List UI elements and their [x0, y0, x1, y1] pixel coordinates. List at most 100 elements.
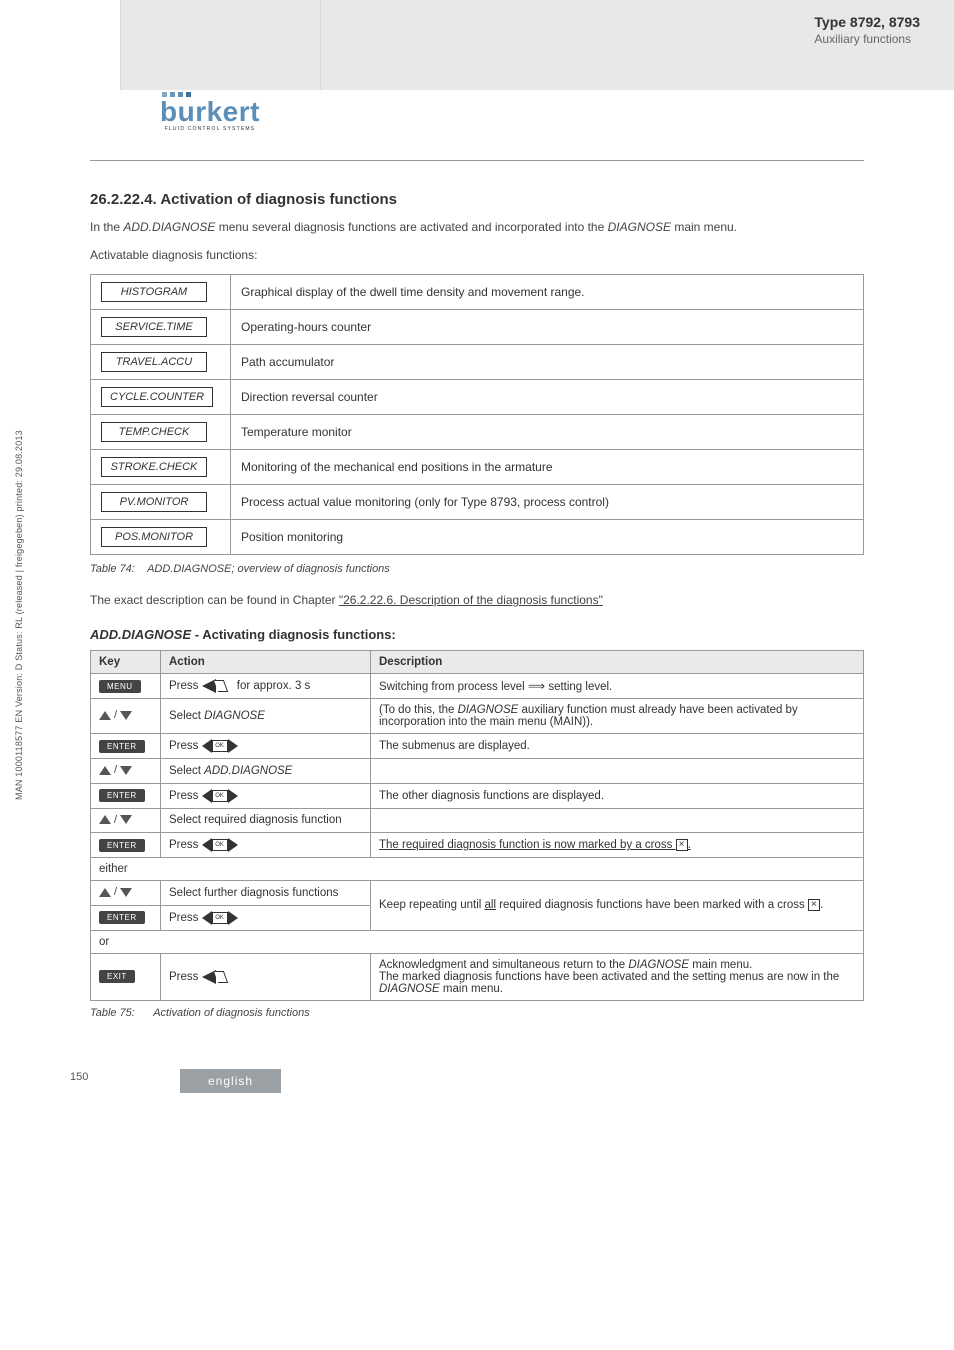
sel-1: Select — [169, 710, 204, 722]
subhead: ADD.DIAGNOSE - Activating diagnosis func… — [90, 627, 864, 642]
table75-caption: Table 75: Activation of diagnosis functi… — [90, 1007, 864, 1019]
function-row: TEMP.CHECK Temperature monitor — [91, 415, 864, 450]
activation-table: Key Action Description MENU Press for ap… — [90, 650, 864, 1001]
d8c: . — [820, 899, 823, 911]
row-select-diag: / Select DIAGNOSE (To do this, the DIAGN… — [91, 699, 864, 734]
ok-arrow-icon: OK — [202, 789, 238, 803]
enter-pill-3: ENTER — [99, 839, 145, 852]
d9a: Acknowledgment and simultaneous return t… — [379, 959, 628, 971]
logo: burkert FLUID CONTROL SYSTEMS — [160, 92, 260, 132]
subhead-italic: ADD.DIAGNOSE — [90, 627, 191, 642]
function-row: SERVICE.TIMEOperating-hours counter — [91, 310, 864, 345]
header-right: Type 8792, 8793 Auxiliary functions — [320, 0, 954, 90]
row-or: or — [91, 930, 864, 953]
sel-add: ADD.DIAGNOSE — [204, 765, 292, 777]
footer-language: english — [180, 1069, 281, 1093]
updown-icon: / — [99, 886, 132, 898]
d3: The submenus are displayed. — [371, 734, 864, 759]
header-left-blank — [0, 0, 120, 90]
row-exit: EXIT Press Acknowledgment and simultaneo… — [91, 953, 864, 1000]
d9e: DIAGNOSE — [379, 983, 440, 995]
h-desc: Description — [371, 651, 864, 674]
t74-text: ADD.DIAGNOSE; overview of diagnosis func… — [147, 563, 390, 575]
function-label: SERVICE.TIME — [101, 317, 207, 337]
function-label: PV.MONITOR — [101, 492, 207, 512]
enter-pill-2: ENTER — [99, 789, 145, 802]
functions-table: HISTOGRAM Graphical display of the dwell … — [90, 274, 864, 555]
exit-pill: EXIT — [99, 970, 135, 983]
press-3: Press — [169, 790, 202, 802]
type-title: Type 8792, 8793 — [814, 14, 920, 30]
intro-1e: main menu. — [671, 220, 737, 234]
section-title: 26.2.22.4. Activation of diagnosis funct… — [90, 191, 864, 208]
left-arrow-icon — [202, 970, 234, 984]
left-arrow-icon — [202, 679, 234, 693]
function-label: CYCLE.COUNTER — [101, 387, 213, 407]
side-vertical-text: MAN 1000118577 EN Version: D Status: RL … — [14, 430, 24, 800]
intro-2: Activatable diagnosis functions: — [90, 246, 864, 264]
row-further: / Select further diagnosis functions Kee… — [91, 881, 864, 906]
sel-diag: DIAGNOSE — [204, 710, 265, 722]
function-label: TEMP.CHECK — [101, 422, 207, 442]
checkbox-icon: × — [808, 899, 820, 911]
d1a: Switching from process level — [379, 681, 528, 693]
d9b: DIAGNOSE — [628, 959, 689, 971]
intro-1c: menu several diagnosis functions are act… — [215, 220, 607, 234]
row-select-add: / Select ADD.DIAGNOSE — [91, 759, 864, 784]
function-label: TRAVEL.ACCU — [101, 352, 207, 372]
press-2: Press — [169, 740, 202, 752]
function-row: POS.MONITORPosition monitoring — [91, 520, 864, 555]
subhead-rest: - Activating diagnosis functions: — [191, 627, 396, 642]
function-desc: Temperature monitor — [231, 415, 864, 450]
d8u: all — [485, 899, 497, 911]
function-desc: Direction reversal counter — [231, 380, 864, 415]
act-header-row: Key Action Description — [91, 651, 864, 674]
or: or — [91, 930, 864, 953]
intro-1b: ADD.DIAGNOSE — [123, 220, 215, 234]
press-5: Press — [169, 912, 202, 924]
row-enter-1: ENTER Press OK The submenus are displaye… — [91, 734, 864, 759]
row-req-func: / Select required diagnosis function — [91, 808, 864, 833]
type-block: Type 8792, 8793 Auxiliary functions — [814, 14, 920, 46]
updown-icon: / — [99, 814, 132, 826]
function-label: POS.MONITOR — [101, 527, 207, 547]
row-menu: MENU Press for approx. 3 s Switching fro… — [91, 674, 864, 699]
function-row: HISTOGRAM Graphical display of the dwell … — [91, 275, 864, 310]
intro-paragraph: In the ADD.DIAGNOSE menu several diagnos… — [90, 218, 864, 236]
function-desc: Monitoring of the mechanical end positio… — [231, 450, 864, 485]
function-row: TRAVEL.ACCUPath accumulator — [91, 345, 864, 380]
d2b: DIAGNOSE — [458, 704, 519, 716]
logo-subtext: FLUID CONTROL SYSTEMS — [160, 126, 260, 132]
row-either: either — [91, 858, 864, 881]
sel-2: Select — [169, 765, 204, 777]
function-row: STROKE.CHECK Monitoring of the mechanical… — [91, 450, 864, 485]
intro-1a: In the — [90, 220, 123, 234]
ok-arrow-icon: OK — [202, 739, 238, 753]
press-1: Press — [169, 680, 202, 692]
function-label: HISTOGRAM — [101, 282, 207, 302]
t75-label: Table 75: — [90, 1007, 135, 1019]
t75-text: Activation of diagnosis functions — [153, 1007, 310, 1019]
press-6: Press — [169, 971, 202, 983]
function-desc: Graphical display of the dwell time dens… — [231, 275, 864, 310]
logo-area: burkert FLUID CONTROL SYSTEMS — [0, 90, 954, 150]
main-content: 26.2.22.4. Activation of diagnosis funct… — [0, 161, 954, 1029]
function-row: CYCLE.COUNTER Direction reversal counter — [91, 380, 864, 415]
header-row: Type 8792, 8793 Auxiliary functions — [0, 0, 954, 90]
d1b: setting level. — [545, 681, 612, 693]
exact-pre: The exact description can be found in Ch… — [90, 593, 339, 607]
ok-arrow-icon: OK — [202, 838, 238, 852]
h-key: Key — [91, 651, 161, 674]
enter-pill-4: ENTER — [99, 911, 145, 924]
ok-arrow-icon: OK — [202, 911, 238, 925]
updown-icon: / — [99, 709, 132, 721]
row-enter-2: ENTER Press OK The other diagnosis funct… — [91, 783, 864, 808]
approx: for approx. 3 s — [234, 680, 311, 692]
d8b: required diagnosis functions have been m… — [496, 899, 808, 911]
menu-pill: MENU — [99, 680, 141, 693]
page-number: 150 — [70, 1071, 88, 1083]
table74-caption: Table 74: ADD.DIAGNOSE; overview of diag… — [90, 563, 864, 575]
d9f: main menu. — [440, 983, 503, 995]
type-subtitle: Auxiliary functions — [814, 32, 920, 46]
function-label: STROKE.CHECK — [101, 457, 207, 477]
